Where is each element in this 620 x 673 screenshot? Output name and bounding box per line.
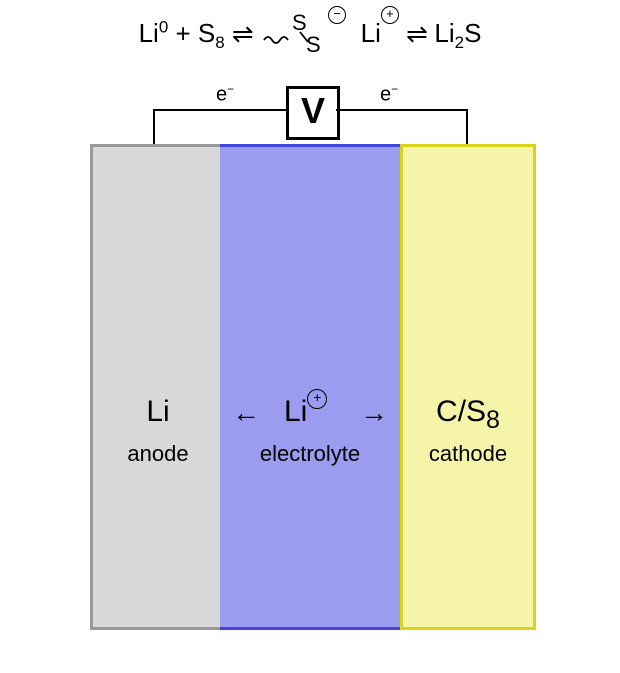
plus-circle-icon: + — [381, 6, 399, 24]
equilibrium-arrow-2: ⇌ — [406, 19, 434, 48]
reactant-s8: S8 — [198, 18, 225, 48]
wire-left-top — [153, 109, 287, 111]
wire-right-top — [336, 109, 468, 111]
cathode-species-label: C/S8 — [403, 395, 533, 435]
arrow-left-icon: ← — [232, 397, 260, 429]
electrolyte-role-label: electrolyte — [220, 441, 400, 467]
voltmeter: V — [286, 86, 340, 140]
anode-role-label: anode — [93, 441, 223, 467]
reaction-equation: Li0 + S8 ⇌ S S − Li+ ⇌ Li2S — [0, 12, 620, 59]
equilibrium-arrow: ⇌ — [232, 19, 260, 48]
reactant-li0: Li0 — [139, 18, 169, 48]
electrolyte-region: ← Li+ → electrolyte — [220, 144, 400, 630]
svg-text:S: S — [292, 12, 307, 35]
cathode-role-label: cathode — [403, 441, 533, 467]
electron-left-label: e− — [216, 82, 234, 107]
cathode-region: C/S8 cathode — [400, 144, 536, 630]
electron-right-label: e− — [380, 82, 398, 107]
minus-circle-icon: − — [328, 6, 346, 24]
product-li2s: Li2S — [434, 18, 481, 48]
anode-species-label: Li — [93, 395, 223, 429]
plus-circle-icon-2: + — [307, 389, 327, 409]
arrow-right-icon: → — [360, 397, 388, 429]
anode-region: Li anode — [90, 144, 226, 630]
plus-sign: + — [175, 18, 197, 48]
svg-text:S: S — [306, 32, 321, 52]
wire-left-vert — [153, 109, 155, 145]
wire-right-vert — [466, 109, 468, 145]
polysulfide-icon: S S — [260, 12, 328, 59]
electrolyte-ion-label: Li+ — [284, 395, 327, 429]
intermediate-li-plus: Li+ — [353, 18, 398, 48]
